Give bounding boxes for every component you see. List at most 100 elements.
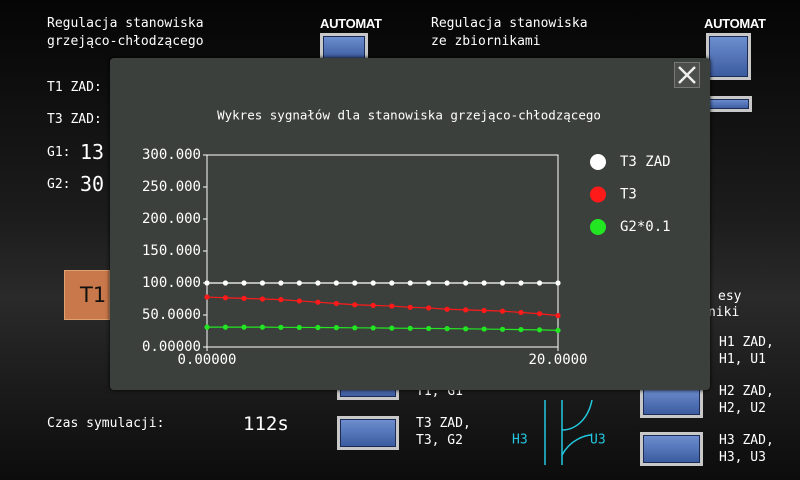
x-tick-label: 0.00000 [177, 352, 236, 368]
data-point [555, 327, 561, 333]
chart-popup: Wykres sygnałów dla stanowiska grzejąco-… [110, 58, 710, 390]
signal-button[interactable] [640, 432, 703, 466]
y-tick-label: 100.000 [142, 275, 201, 291]
data-point [407, 325, 413, 331]
data-point [389, 303, 395, 309]
data-point [370, 302, 376, 308]
series-line [207, 326, 559, 331]
data-point [352, 325, 358, 331]
series-line [206, 296, 559, 317]
data-point [463, 326, 469, 332]
mode-button[interactable] [706, 96, 752, 112]
mode-label: AUTOMAT [320, 16, 382, 31]
data-point [259, 324, 266, 330]
legend-label: G2*0.1 [620, 219, 671, 235]
panel-title: ze zbiornikami [431, 34, 541, 49]
data-point [352, 280, 358, 286]
mode-label: AUTOMAT [704, 16, 766, 31]
data-point [241, 295, 247, 301]
diagram-label: H3 [512, 433, 528, 448]
data-point [426, 305, 432, 311]
field-label: G1: [47, 145, 71, 160]
data-point [333, 325, 339, 331]
panel-label: niki [708, 305, 740, 320]
data-point [555, 313, 561, 319]
data-point [333, 300, 339, 307]
y-tick-label: 250.000 [142, 179, 201, 195]
legend-marker [590, 154, 606, 170]
legend-label: T3 ZAD [620, 154, 671, 170]
plot-frame [206, 154, 559, 348]
data-point [444, 326, 450, 332]
data-point [278, 280, 284, 286]
data-point [499, 280, 506, 286]
data-point [444, 280, 450, 286]
data-point [315, 324, 321, 331]
field-label: T3 ZAD: [47, 112, 102, 127]
data-point [407, 304, 413, 310]
signal-button[interactable] [337, 416, 399, 450]
mode-button[interactable] [706, 33, 751, 80]
data-point [499, 308, 506, 314]
data-point [259, 296, 266, 302]
button-label: H3 ZAD, [719, 433, 774, 448]
button-label: H1, U1 [719, 352, 766, 367]
data-point [241, 324, 247, 330]
diagram-label: U3 [590, 433, 606, 448]
data-point [481, 326, 487, 332]
data-point [463, 280, 469, 286]
field-value: 30 [80, 172, 105, 196]
data-point [518, 280, 524, 286]
data-point [518, 326, 524, 333]
data-point [222, 280, 229, 286]
button-label: H2, U2 [719, 401, 766, 416]
legend-marker [590, 219, 606, 235]
panel-title: Regulacja stanowiska [431, 16, 588, 31]
chart: Wykres sygnałów dla stanowiska grzejąco-… [142, 108, 671, 369]
data-point [407, 280, 413, 286]
legend-label: T3 [620, 187, 637, 203]
tank-diagram: H3 U3 [512, 399, 606, 465]
close-button[interactable] [674, 62, 700, 88]
data-point [389, 325, 395, 331]
data-point [296, 324, 302, 331]
button-label: T3, G2 [416, 433, 463, 448]
panel-title: grzejąco-chłodzącego [47, 34, 204, 49]
button-label: H3, U3 [719, 450, 766, 465]
data-point [370, 325, 376, 331]
data-point [444, 306, 450, 312]
data-point [259, 280, 266, 286]
close-icon [678, 66, 696, 84]
data-point [296, 298, 302, 304]
data-point [463, 307, 469, 313]
field-label: G2: [47, 177, 71, 192]
sim-label: Czas symulacji: [47, 416, 165, 431]
data-point [222, 295, 229, 301]
y-tick-label: 0.00000 [142, 339, 201, 355]
y-tick-label: 50.0000 [142, 307, 201, 323]
data-point [296, 280, 302, 286]
data-point [204, 294, 210, 300]
data-point [222, 324, 229, 330]
data-point [315, 280, 321, 286]
data-point [278, 297, 284, 303]
data-point [426, 325, 432, 332]
button-label: H1 ZAD, [719, 335, 774, 350]
chart-title: Wykres sygnałów dla stanowiska grzejąco-… [217, 108, 601, 123]
data-point [204, 324, 210, 330]
data-point [204, 280, 210, 286]
data-point [241, 280, 247, 286]
data-point [370, 280, 376, 286]
data-point [536, 311, 543, 317]
sim-value: 112s [243, 413, 289, 435]
data-point [481, 307, 487, 314]
y-tick-label: 200.000 [142, 211, 201, 227]
data-point [481, 280, 487, 286]
t1-button[interactable]: T1 [64, 270, 110, 320]
field-value: 13 [80, 140, 105, 164]
y-tick-label: 150.000 [142, 243, 201, 259]
button-label: T3 ZAD, [416, 416, 471, 431]
data-point [536, 280, 543, 286]
panel-title: Regulacja stanowiska [47, 16, 204, 31]
